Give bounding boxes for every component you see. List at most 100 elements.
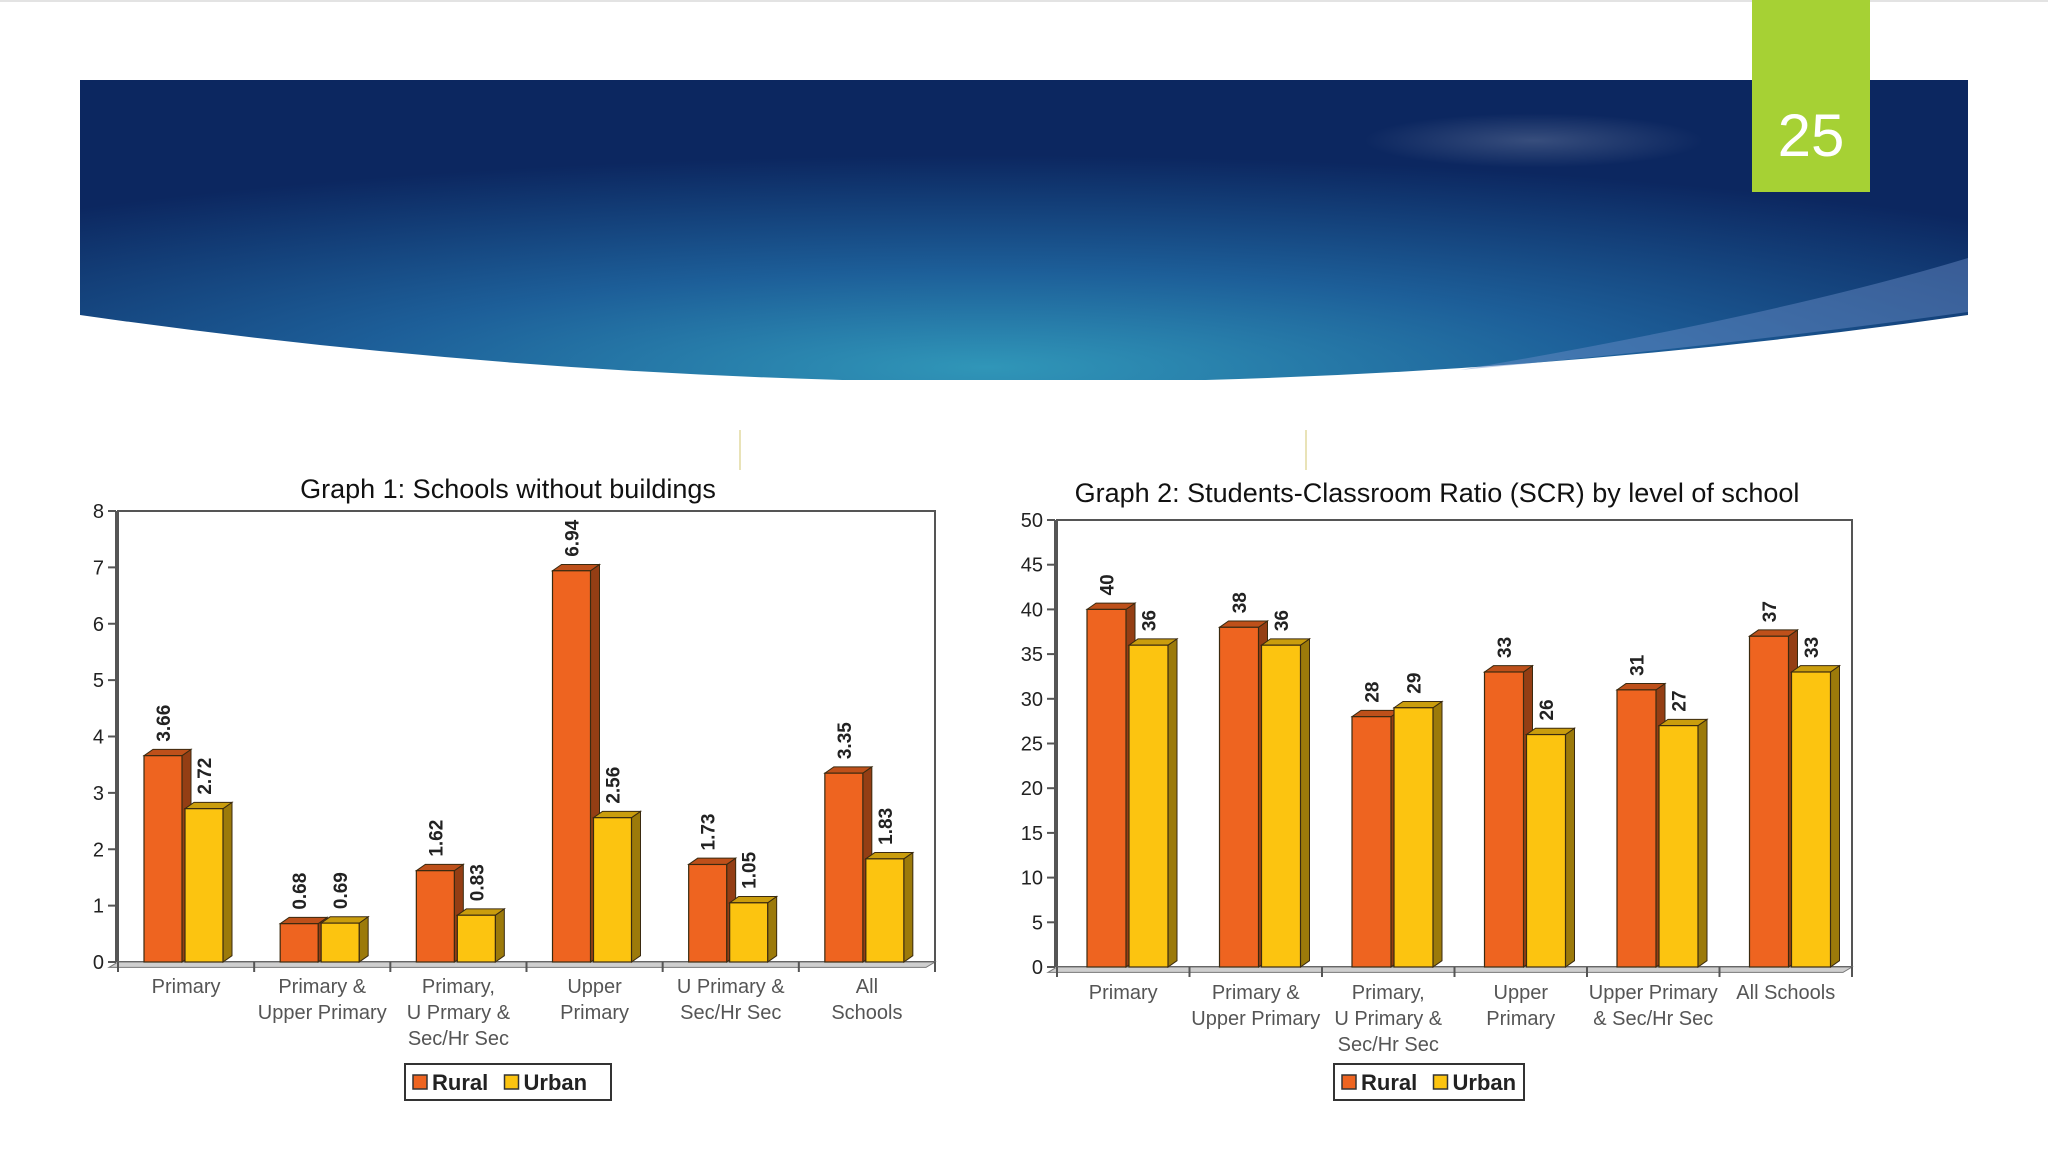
- bar-rural: [279, 923, 319, 963]
- bar-side-urban: [1697, 718, 1708, 968]
- bar-urban: [1128, 644, 1169, 968]
- data-label: 36: [1140, 610, 1161, 631]
- bar-urban: [729, 902, 769, 963]
- bar-urban: [1525, 733, 1567, 968]
- bar-top-rural: [1747, 629, 1800, 637]
- bar-rural: [1483, 671, 1525, 968]
- top-border-line: [0, 0, 2048, 2]
- chart-title: Graph 2: Students-Classroom Ratio (SCR) …: [1075, 478, 1800, 508]
- slide-number: 25: [1777, 102, 1845, 169]
- slide-number-badge: 25: [1752, 0, 1870, 192]
- legend-label-urban: Urban: [1453, 1070, 1517, 1095]
- bar-rural: [551, 570, 592, 963]
- data-label: 40: [1098, 574, 1119, 595]
- bar-urban: [1393, 707, 1434, 968]
- y-tick-label: 20: [1021, 778, 1043, 800]
- bar-side-urban: [1565, 727, 1575, 968]
- category-label: Sec/Hr Sec: [680, 1002, 781, 1024]
- legend-swatch-rural: [412, 1074, 428, 1090]
- decorative-tick: [1305, 430, 1307, 470]
- bar-urban: [1658, 725, 1699, 968]
- bar-top-rural: [1615, 683, 1667, 691]
- category-label: All: [856, 976, 878, 998]
- bar-side-urban: [1167, 637, 1178, 968]
- bar-urban: [865, 858, 905, 963]
- category-label: Upper: [567, 976, 622, 998]
- data-label: 0.69: [331, 872, 352, 909]
- category-label: Primary,: [1352, 982, 1425, 1004]
- bar-top-rural: [1350, 709, 1402, 718]
- bar-top-urban: [1127, 638, 1179, 646]
- y-tick-label: 0: [93, 952, 104, 974]
- category-label: Primary: [152, 976, 221, 998]
- data-label: 0.68: [290, 873, 311, 910]
- data-label: 1.83: [876, 808, 897, 845]
- data-label: 3.66: [154, 705, 175, 742]
- bar-top-urban: [1524, 727, 1577, 736]
- y-tick-label: 10: [1021, 868, 1043, 890]
- bar-rural: [1351, 716, 1392, 968]
- y-tick-label: 8: [93, 501, 104, 523]
- y-tick-label: 5: [93, 670, 104, 692]
- bar-urban: [1260, 644, 1302, 968]
- bar-top-urban: [1789, 665, 1842, 673]
- y-tick-label: 30: [1021, 689, 1043, 711]
- category-label: All Schools: [1736, 982, 1835, 1004]
- bar-top-urban: [1657, 718, 1709, 727]
- category-label: & Sec/Hr Sec: [1593, 1008, 1713, 1030]
- y-tick-label: 50: [1021, 510, 1043, 532]
- legend-swatch-urban: [503, 1074, 520, 1090]
- legend-label-urban: Urban: [524, 1070, 588, 1095]
- data-label: 1.62: [426, 820, 447, 857]
- bar-urban: [184, 808, 224, 963]
- data-label: 29: [1405, 673, 1426, 694]
- data-label: 3.35: [835, 722, 856, 759]
- bar-rural: [1218, 626, 1260, 968]
- category-label: Upper Primary: [1191, 1008, 1320, 1030]
- category-label: Primary,: [422, 976, 495, 998]
- category-label: Primary: [1089, 982, 1158, 1004]
- data-label: 26: [1537, 699, 1558, 720]
- data-label: 1.05: [740, 851, 761, 888]
- data-label: 1.73: [699, 813, 720, 850]
- category-label: Primary: [560, 1002, 629, 1024]
- bar-top-rural: [1085, 602, 1137, 610]
- data-label: 33: [1802, 637, 1823, 658]
- category-label: Primary: [1486, 1008, 1555, 1030]
- bar-rural: [1086, 608, 1127, 968]
- data-label: 28: [1363, 682, 1384, 703]
- data-label: 0.83: [467, 864, 488, 901]
- category-label: Upper Primary: [258, 1002, 387, 1024]
- category-label: Primary &: [278, 976, 366, 998]
- category-label: Schools: [831, 1002, 902, 1024]
- data-label: 37: [1760, 601, 1781, 622]
- bar-urban: [1790, 671, 1832, 968]
- category-label: U Primary &: [1334, 1008, 1442, 1030]
- y-tick-label: 4: [93, 727, 104, 749]
- legend-swatch-rural: [1341, 1074, 1357, 1090]
- y-tick-label: 1: [93, 896, 104, 918]
- data-label: 2.72: [195, 758, 216, 795]
- category-label: U Primary &: [677, 976, 785, 998]
- bar-top-urban: [1392, 700, 1444, 709]
- bar-urban: [320, 922, 360, 963]
- y-tick-label: 40: [1021, 599, 1043, 621]
- y-tick-label: 7: [93, 557, 104, 579]
- bar-rural: [688, 863, 728, 963]
- bar-urban: [456, 914, 496, 963]
- bar-side-urban: [1300, 637, 1310, 968]
- category-label: Upper: [1494, 982, 1549, 1004]
- data-label: 27: [1670, 690, 1691, 711]
- y-tick-label: 5: [1032, 912, 1043, 934]
- data-label: 33: [1495, 637, 1516, 658]
- legend-box: [1333, 1063, 1525, 1101]
- y-tick-label: 15: [1021, 823, 1043, 845]
- data-label: 2.56: [604, 767, 625, 804]
- bar-rural: [824, 772, 864, 963]
- bar-top-rural: [1217, 620, 1270, 628]
- bar-rural: [415, 870, 455, 963]
- bar-rural: [1616, 689, 1657, 968]
- bar-rural: [143, 755, 183, 963]
- data-label: 31: [1628, 654, 1649, 676]
